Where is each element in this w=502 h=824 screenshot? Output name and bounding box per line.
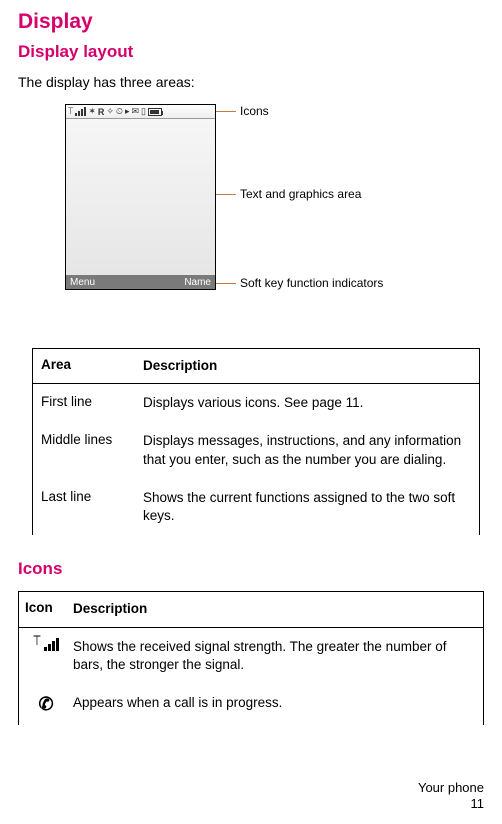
alarm-icon: ⏲ — [116, 106, 123, 117]
callout-line-textarea — [216, 194, 236, 195]
phone-text-area — [66, 119, 215, 275]
icons-header-icon: Icon — [19, 600, 73, 618]
icons-table-header: Icon Description — [19, 591, 483, 627]
section-heading-icons: Icons — [18, 559, 484, 579]
table-row: Last line Shows the current functions as… — [33, 479, 479, 535]
table-row: First line Displays various icons. See p… — [33, 384, 479, 422]
page-footer: Your phone 11 — [418, 780, 484, 813]
desc-cell: Shows the current functions assigned to … — [143, 489, 479, 525]
areas-header-desc: Description — [143, 357, 479, 375]
icons-header-desc: Description — [73, 600, 483, 618]
section-heading-layout: Display layout — [18, 42, 484, 62]
callout-label-icons: Icons — [240, 104, 269, 118]
page-title: Display — [18, 10, 484, 34]
softkey-left-label: Menu — [70, 277, 95, 288]
callout-line-softkeys — [216, 283, 236, 284]
phone-icon-bar: ⟙ ✶ R ✧ ⏲ ▸ ✉ ▯ — [66, 105, 215, 119]
callout-label-softkeys: Soft key function indicators — [240, 276, 383, 290]
signal-strength-icon: ⟙ — [33, 638, 59, 651]
antenna-icon: ⟙ — [68, 107, 73, 116]
battery-icon — [148, 108, 162, 116]
icon-cell-signal: ⟙ — [19, 638, 73, 651]
ring-icon: ✧ — [106, 106, 114, 117]
softkey-right-label: Name — [184, 277, 211, 288]
phone-softkey-bar: Menu Name — [66, 275, 215, 289]
icon-cell-call: ✆ — [19, 694, 73, 715]
icons-table: Icon Description ⟙ Shows the received si… — [18, 591, 484, 725]
intro-text: The display has three areas: — [18, 74, 484, 90]
signal-icon — [75, 107, 86, 116]
areas-header-area: Area — [33, 357, 143, 375]
callout-label-textarea: Text and graphics area — [240, 187, 361, 201]
area-cell: First line — [33, 394, 143, 412]
desc-cell: Shows the received signal strength. The … — [73, 638, 483, 674]
vibrate-icon: ▯ — [141, 106, 146, 117]
areas-table-header: Area Description — [33, 348, 479, 384]
call-in-progress-icon: ✆ — [38, 694, 53, 715]
area-cell: Last line — [33, 489, 143, 525]
bluetooth-icon: ✶ — [88, 106, 96, 117]
arrow-icon: ▸ — [125, 106, 130, 117]
desc-cell: Displays various icons. See page 11. — [143, 394, 479, 412]
phone-frame: ⟙ ✶ R ✧ ⏲ ▸ ✉ ▯ Menu Name — [65, 104, 216, 290]
footer-label: Your phone — [418, 780, 484, 796]
desc-cell: Displays messages, instructions, and any… — [143, 432, 479, 468]
table-row: ⟙ Shows the received signal strength. Th… — [19, 628, 483, 684]
areas-table: Area Description First line Displays var… — [32, 348, 480, 535]
area-cell: Middle lines — [33, 432, 143, 468]
desc-cell: Appears when a call is in progress. — [73, 694, 483, 712]
table-row: ✆ Appears when a call is in progress. — [19, 684, 483, 725]
display-diagram: ⟙ ✶ R ✧ ⏲ ▸ ✉ ▯ Menu Name Icons Text and… — [18, 104, 484, 324]
callout-line-icons — [216, 111, 236, 112]
message-icon: ✉ — [131, 106, 139, 117]
table-row: Middle lines Displays messages, instruct… — [33, 422, 479, 478]
roaming-icon: R — [98, 107, 105, 117]
page-number: 11 — [418, 796, 484, 812]
